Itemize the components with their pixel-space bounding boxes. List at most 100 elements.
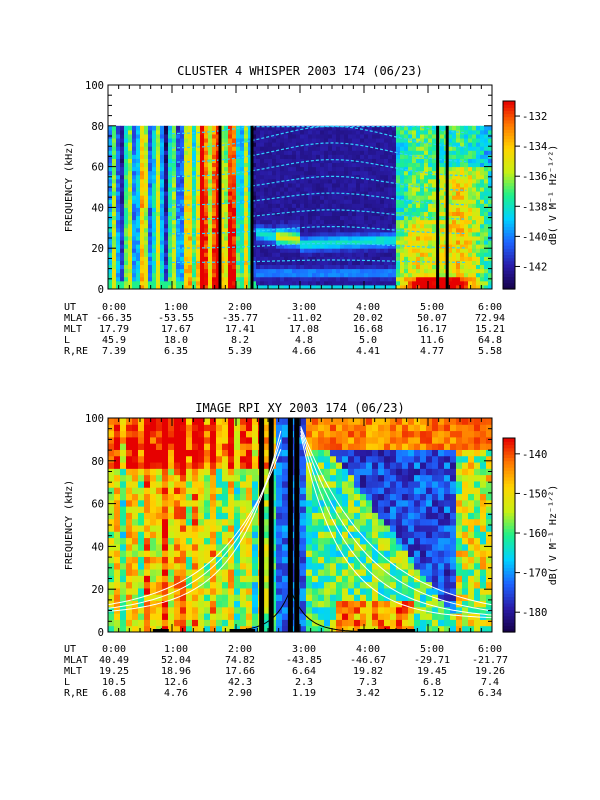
spectrogram-cell — [160, 158, 165, 164]
spectrogram-cell — [204, 619, 211, 627]
spectrogram-cell — [320, 199, 325, 204]
spectrogram-cell — [208, 195, 213, 200]
spectrogram-cell — [364, 272, 369, 278]
spectrogram-cell — [264, 272, 269, 278]
spectrogram-cell — [174, 468, 181, 476]
spectrogram-cell — [344, 195, 349, 200]
spectrogram-cell — [234, 606, 241, 614]
spectrogram-cell — [380, 187, 385, 192]
spectrogram-cell — [112, 158, 117, 164]
spectrogram-cell — [180, 562, 187, 570]
spectrogram-cell — [368, 150, 373, 155]
spectrogram-cell — [404, 150, 409, 155]
spectrogram-cell — [180, 506, 187, 513]
spectrogram-cell — [260, 211, 265, 217]
spectrogram-cell — [372, 231, 377, 237]
spectrogram-cell — [324, 235, 329, 241]
spectrogram-cell — [304, 191, 309, 196]
spectrogram-cell — [144, 235, 149, 241]
spectrogram-cell — [368, 182, 373, 188]
spectrogram-cell — [404, 187, 409, 192]
spectrogram-cell — [140, 150, 145, 155]
spectrogram-cell — [400, 280, 405, 286]
spectrogram-cell — [428, 215, 433, 221]
spectrogram-cell — [252, 240, 257, 245]
spectrogram-cell — [180, 211, 185, 217]
spectrogram-cell — [392, 199, 397, 204]
spectrogram-cell — [412, 264, 417, 270]
spectrogram-cell — [340, 268, 345, 274]
spectrogram-cell — [384, 244, 389, 249]
spectrogram-cell — [180, 215, 185, 221]
spectrogram-cell — [132, 424, 139, 432]
spectrogram-cell — [232, 146, 237, 151]
spectrogram-cell — [360, 199, 365, 204]
spectrogram-cell — [120, 211, 125, 217]
spectrogram-cell — [424, 125, 429, 131]
spectrogram-cell — [164, 182, 169, 188]
spectrogram-cell — [156, 487, 163, 495]
spectrogram-cell — [420, 268, 425, 274]
spectrogram-cell — [400, 138, 405, 143]
spectrogram-cell — [412, 170, 417, 176]
spectrogram-cell — [264, 264, 269, 270]
spectrogram-cell — [316, 146, 321, 151]
spectrogram-cell — [260, 203, 265, 208]
spectrogram-cell — [120, 455, 127, 463]
spectrogram-cell — [416, 280, 421, 286]
harmonic-emission-line — [171, 209, 467, 221]
spectrogram-cell — [352, 195, 357, 200]
spectrogram-cell — [138, 449, 145, 457]
spectrogram-cell — [252, 436, 259, 444]
spectrogram-cell — [196, 227, 201, 233]
spectrogram-cell — [368, 178, 373, 184]
spectrogram-cell — [372, 207, 377, 212]
spectrogram-cell — [256, 150, 261, 155]
spectrogram-cell — [372, 248, 377, 253]
spectrogram-cell — [344, 203, 349, 208]
spectrogram-cell — [408, 231, 413, 237]
spectrogram-cell — [476, 195, 481, 200]
spectrogram-cell — [200, 195, 205, 200]
spectrogram-cell — [204, 223, 209, 229]
spectrogram-cell — [236, 182, 241, 188]
spectrogram-cell — [320, 146, 325, 151]
spectrogram-cell — [336, 170, 341, 176]
spectrogram-cell — [388, 182, 393, 188]
spectrogram-cell — [488, 166, 493, 172]
spectrogram-cell — [168, 182, 173, 188]
spectrogram-cell — [220, 272, 225, 278]
spectrogram-cell — [200, 138, 205, 143]
spectrogram-cell — [116, 191, 121, 196]
spectrogram-cell — [116, 260, 121, 266]
spectrogram-cell — [488, 227, 493, 233]
spectrogram-cell — [272, 187, 277, 192]
spectrogram-cell — [186, 619, 193, 627]
spectrogram-cell — [162, 556, 169, 564]
spectrogram-cell — [420, 174, 425, 180]
spectrogram-cell — [222, 575, 229, 583]
spectrogram-cell — [460, 256, 465, 261]
spectrogram-cell — [396, 170, 401, 176]
spectrogram-cell — [124, 129, 129, 135]
spectrogram-cell — [168, 146, 173, 151]
spectrogram-cell — [126, 506, 133, 513]
spectrogram-cell — [126, 424, 133, 432]
ephemeris-value: 6.35 — [164, 346, 188, 357]
spectrogram-cell — [272, 280, 277, 286]
spectrogram-cell — [348, 133, 353, 139]
spectrogram-cell — [240, 260, 245, 266]
spectrogram-cell — [220, 158, 225, 164]
spectrogram-cell — [396, 219, 401, 225]
spectrogram-cell — [432, 248, 437, 253]
spectrogram-cell — [400, 150, 405, 155]
spectrogram-cell — [232, 199, 237, 204]
spectrogram-cell — [452, 154, 457, 159]
spectrogram-cell — [136, 256, 141, 261]
spectrogram-cell — [176, 125, 181, 131]
spectrogram-cell — [138, 518, 145, 526]
spectrogram-cell — [252, 487, 259, 495]
spectrogram-cell — [126, 443, 133, 450]
spectrogram-cell — [356, 240, 361, 245]
spectrogram-cell — [336, 268, 341, 274]
